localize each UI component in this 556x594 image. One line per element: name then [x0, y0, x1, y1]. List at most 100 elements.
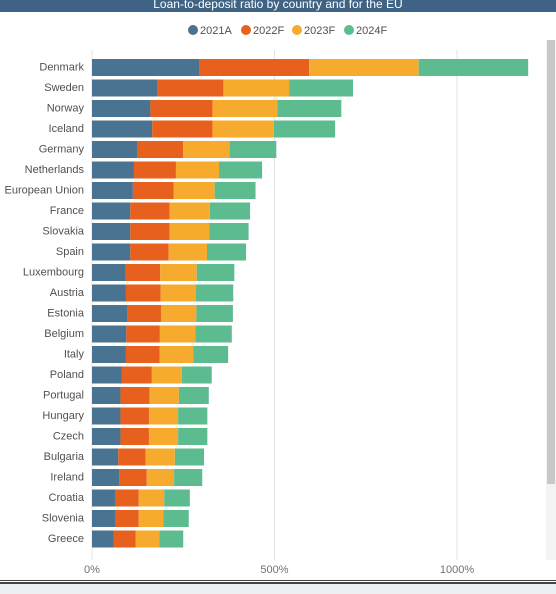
bar-segment-2023F: [168, 243, 207, 261]
bar-segment-2021A: [92, 161, 134, 179]
legend: 2021A 2022F 2023F 2024F: [188, 25, 387, 37]
value-axis: 0% 500% 1000%: [84, 564, 474, 576]
bar-segment-2023F: [146, 469, 175, 486]
category-label: Greece: [48, 533, 84, 545]
bar-segment-2024F: [164, 489, 190, 507]
category-label: Sweden: [44, 82, 84, 94]
bar-segment-2024F: [159, 530, 184, 548]
bar-segment-2024F: [196, 305, 233, 322]
bar-segment-2021A: [92, 305, 128, 322]
bar-segment-2023F: [183, 141, 230, 158]
bar-segment-2023F: [160, 284, 197, 302]
bar-segment-2022F: [120, 407, 149, 425]
legend-marker-2024F: [344, 25, 354, 35]
legend-marker-2022F: [241, 25, 251, 35]
bar-segment-2022F: [130, 223, 170, 240]
category-label: Iceland: [49, 123, 84, 135]
bar-segment-2024F: [181, 366, 212, 384]
bar-segment-2022F: [152, 120, 213, 138]
bar-segment-2023F: [173, 182, 215, 199]
bar-segment-2022F: [118, 448, 146, 466]
bar-segment-2024F: [178, 407, 208, 425]
bar-segment-2023F: [151, 366, 182, 384]
bar-segment-2022F: [132, 182, 174, 199]
bar-segment-2022F: [130, 202, 170, 220]
bar-segment-2023F: [175, 161, 220, 179]
category-label: Hungary: [42, 410, 84, 422]
legend-label-2023F: 2023F: [304, 25, 335, 37]
bar-segment-2023F: [160, 305, 197, 322]
bar-segment-2022F: [113, 530, 136, 548]
bar-segment-2022F: [150, 100, 213, 117]
category-label: Bulgaria: [44, 451, 85, 463]
bar-segment-2023F: [169, 202, 210, 220]
bar-segment-2021A: [92, 284, 126, 302]
bar-segment-2021A: [92, 489, 115, 507]
bar-segment-2024F: [174, 469, 203, 486]
bar-segment-2021A: [92, 428, 121, 445]
legend-marker-2021A: [188, 25, 198, 35]
category-label: Norway: [47, 103, 85, 115]
bar-segment-2023F: [212, 120, 274, 138]
bar-segment-2021A: [92, 223, 131, 240]
bar-segment-2022F: [125, 346, 160, 363]
bar-segment-2021A: [92, 182, 133, 199]
chart-title: Loan-to-deposit ratio by country and for…: [153, 0, 403, 11]
bar-segment-2021A: [92, 100, 151, 117]
category-label: Poland: [50, 369, 84, 381]
category-label: Croatia: [49, 492, 85, 504]
bar-segment-2023F: [223, 79, 290, 97]
bar-segment-2024F: [418, 59, 529, 76]
bar-segment-2023F: [212, 100, 278, 117]
bar-segment-2021A: [92, 59, 200, 76]
category-axis: Denmark Sweden Norway Iceland Germany Netherl…: [4, 62, 84, 546]
bar-segment-2024F: [178, 387, 209, 404]
bar-segment-2022F: [125, 284, 161, 302]
category-label: Italy: [64, 349, 85, 361]
bar-segment-2024F: [196, 284, 234, 302]
bar-segment-2023F: [145, 448, 175, 466]
category-label: Ireland: [50, 472, 84, 484]
legend-label-2024F: 2024F: [356, 25, 387, 37]
bar-segment-2022F: [120, 428, 149, 445]
bar-segment-2024F: [229, 141, 277, 158]
bar-segment-2021A: [92, 264, 126, 281]
category-label: Slovakia: [42, 226, 84, 238]
bar-segment-2022F: [120, 387, 150, 404]
bar-segment-2024F: [214, 182, 256, 199]
bar-segment-2023F: [159, 325, 196, 343]
bar-segment-2022F: [157, 79, 224, 97]
bar-segment-2021A: [92, 407, 121, 425]
bars: [92, 59, 529, 548]
x-tick-label-0: 0%: [84, 564, 100, 576]
bar-segment-2023F: [309, 59, 419, 76]
category-label: Luxembourg: [23, 267, 84, 279]
category-label: France: [50, 205, 84, 217]
bar-segment-2023F: [148, 428, 179, 445]
bar-segment-2023F: [135, 530, 160, 548]
bar-segment-2024F: [277, 100, 342, 117]
bar-segment-2021A: [92, 469, 120, 486]
bar-segment-2024F: [219, 161, 263, 179]
bar-segment-2021A: [92, 120, 153, 138]
bar-segment-2021A: [92, 366, 122, 384]
bar-segment-2021A: [92, 510, 115, 527]
bar-segment-2023F: [138, 489, 165, 507]
bar-segment-2023F: [138, 510, 164, 527]
bar-segment-2022F: [114, 510, 139, 527]
scrollbar-thumb[interactable]: [547, 40, 555, 484]
bar-segment-2024F: [206, 243, 247, 261]
bar-segment-2024F: [209, 202, 251, 220]
bar-segment-2022F: [137, 141, 184, 158]
legend-label-2021A: 2021A: [200, 25, 232, 37]
chart-title-bar: Loan-to-deposit ratio by country and for…: [0, 0, 556, 12]
bar-segment-2024F: [193, 346, 229, 363]
bar-segment-2024F: [209, 223, 249, 240]
bar-segment-2021A: [92, 530, 114, 548]
bar-segment-2022F: [119, 469, 147, 486]
bar-segment-2022F: [199, 59, 310, 76]
bar-segment-2022F: [126, 325, 160, 343]
bar-segment-2023F: [148, 407, 179, 425]
category-label: Belgium: [44, 328, 84, 340]
category-label: European Union: [4, 185, 84, 197]
